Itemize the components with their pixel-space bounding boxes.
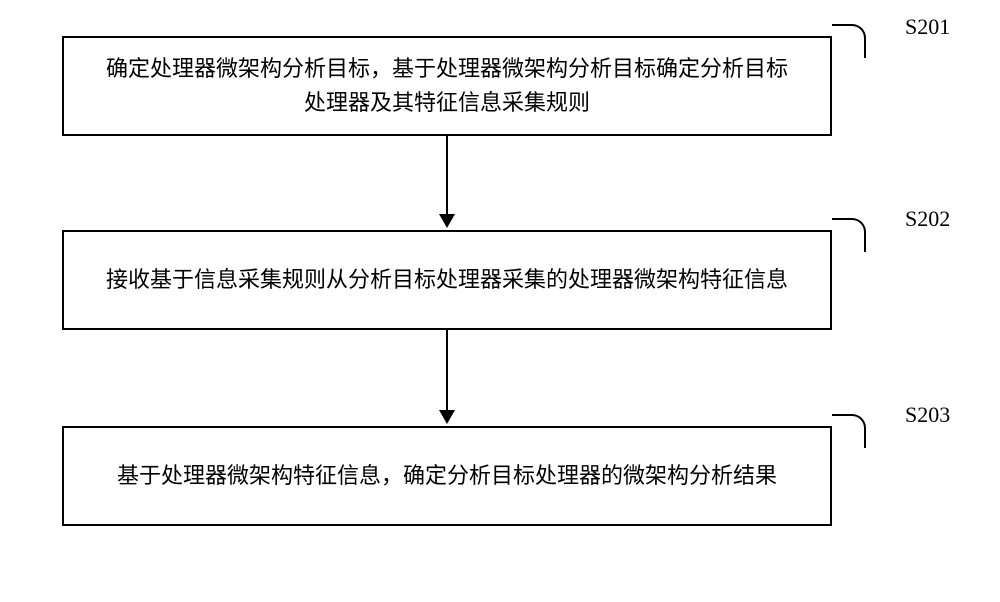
arrow-head-icon bbox=[439, 214, 455, 228]
flowchart-container: 确定处理器微架构分析目标，基于处理器微架构分析目标确定分析目标处理器及其特征信息… bbox=[0, 0, 1000, 602]
step-box-s203: 基于处理器微架构特征信息，确定分析目标处理器的微架构分析结果 bbox=[62, 426, 832, 526]
step-label-s201: S201 bbox=[905, 14, 950, 40]
step-label-s202: S202 bbox=[905, 206, 950, 232]
arrow-connector bbox=[439, 330, 455, 424]
step-text: 基于处理器微架构特征信息，确定分析目标处理器的微架构分析结果 bbox=[117, 459, 777, 493]
arrow-head-icon bbox=[439, 410, 455, 424]
step-text: 接收基于信息采集规则从分析目标处理器采集的处理器微架构特征信息 bbox=[106, 263, 788, 297]
step-box-s201: 确定处理器微架构分析目标，基于处理器微架构分析目标确定分析目标处理器及其特征信息… bbox=[62, 36, 832, 136]
label-bracket bbox=[832, 414, 866, 448]
step-box-s202: 接收基于信息采集规则从分析目标处理器采集的处理器微架构特征信息 bbox=[62, 230, 832, 330]
arrow-line bbox=[446, 330, 448, 410]
arrow-line bbox=[446, 136, 448, 214]
arrow-connector bbox=[439, 136, 455, 228]
label-bracket bbox=[832, 24, 866, 58]
label-bracket bbox=[832, 218, 866, 252]
step-text: 确定处理器微架构分析目标，基于处理器微架构分析目标确定分析目标处理器及其特征信息… bbox=[100, 52, 794, 120]
step-label-s203: S203 bbox=[905, 402, 950, 428]
